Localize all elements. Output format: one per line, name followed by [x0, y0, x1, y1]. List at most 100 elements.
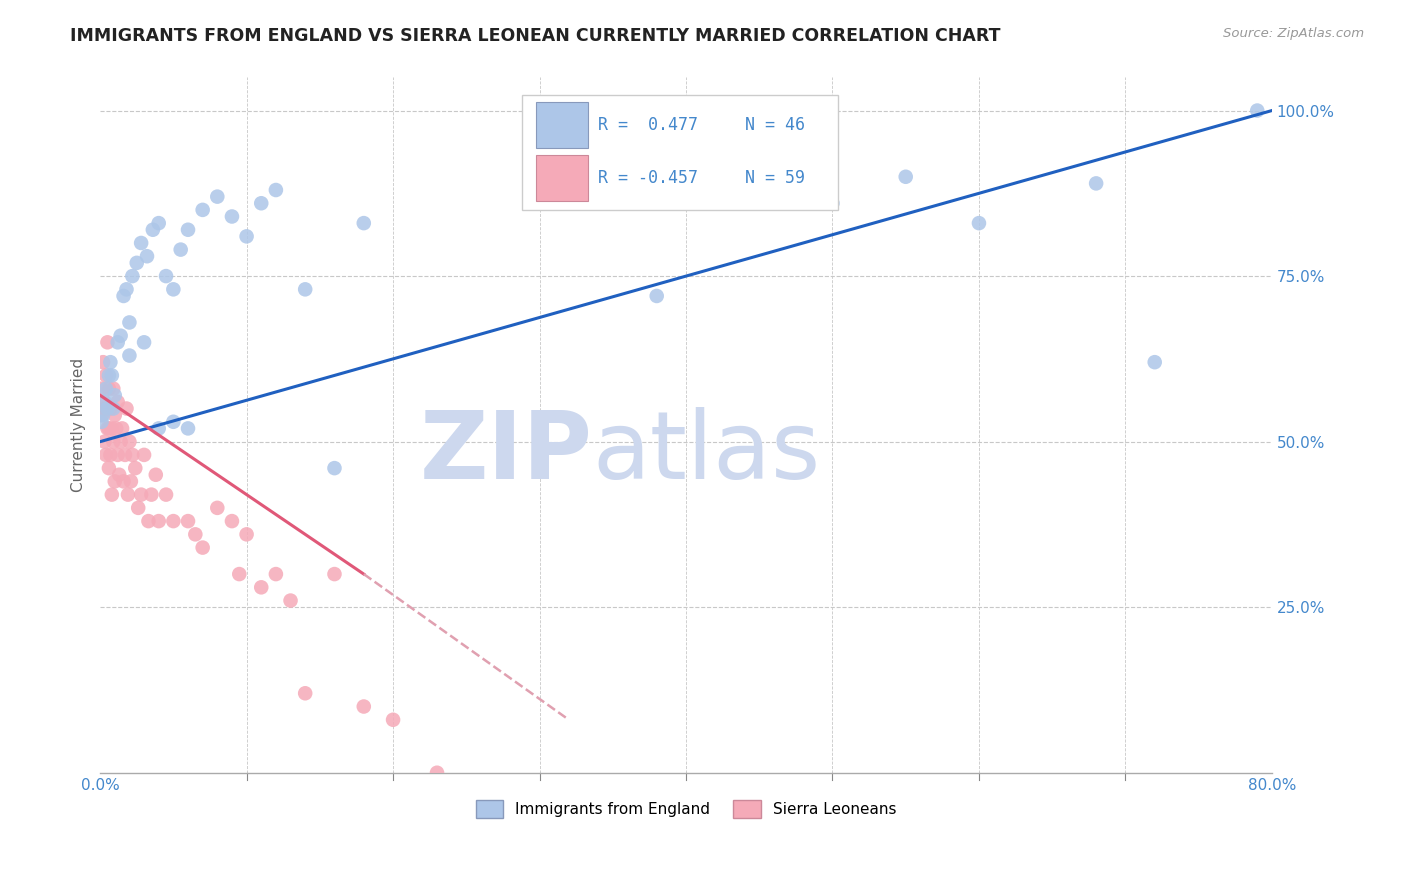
Point — [142, 223, 165, 237]
Point — [132, 335, 155, 350]
Point — [107, 448, 129, 462]
Point — [101, 488, 124, 502]
Point — [138, 514, 160, 528]
Text: ZIP: ZIP — [419, 407, 592, 499]
Point — [110, 328, 132, 343]
Point — [91, 408, 114, 422]
Point — [184, 527, 207, 541]
Point — [111, 421, 134, 435]
Point — [104, 475, 127, 489]
Point — [162, 415, 184, 429]
Point — [235, 229, 257, 244]
Point — [191, 541, 214, 555]
Point — [155, 269, 177, 284]
Point — [294, 686, 316, 700]
Point — [112, 475, 135, 489]
FancyBboxPatch shape — [536, 155, 588, 202]
Point — [353, 699, 375, 714]
Point — [148, 421, 170, 435]
Point — [235, 527, 257, 541]
Point — [103, 382, 125, 396]
Point — [382, 713, 405, 727]
Point — [250, 580, 273, 594]
Point — [967, 216, 990, 230]
Point — [115, 401, 138, 416]
Point — [90, 415, 112, 429]
Point — [894, 169, 917, 184]
Point — [177, 514, 200, 528]
Point — [162, 282, 184, 296]
Point — [129, 488, 152, 502]
Point — [294, 282, 316, 296]
Point — [1085, 177, 1108, 191]
Point — [97, 421, 120, 435]
Point — [136, 249, 159, 263]
Point — [112, 289, 135, 303]
Legend: Immigrants from England, Sierra Leoneans: Immigrants from England, Sierra Leoneans — [470, 795, 903, 824]
Text: R = -0.457: R = -0.457 — [598, 169, 699, 187]
Point — [90, 382, 112, 396]
Point — [821, 196, 844, 211]
Point — [107, 395, 129, 409]
Point — [177, 421, 200, 435]
Point — [117, 488, 139, 502]
Point — [132, 448, 155, 462]
Text: N = 59: N = 59 — [745, 169, 804, 187]
Text: IMMIGRANTS FROM ENGLAND VS SIERRA LEONEAN CURRENTLY MARRIED CORRELATION CHART: IMMIGRANTS FROM ENGLAND VS SIERRA LEONEA… — [70, 27, 1001, 45]
Point — [107, 335, 129, 350]
Point — [104, 388, 127, 402]
Text: N = 46: N = 46 — [745, 116, 804, 134]
Point — [264, 567, 287, 582]
Point — [96, 401, 118, 416]
FancyBboxPatch shape — [536, 102, 588, 148]
Point — [100, 401, 122, 416]
Point — [121, 269, 143, 284]
Point — [96, 421, 118, 435]
Text: atlas: atlas — [592, 407, 821, 499]
Point — [323, 567, 346, 582]
Point — [118, 349, 141, 363]
Point — [120, 475, 142, 489]
Point — [250, 196, 273, 211]
Point — [97, 382, 120, 396]
Point — [127, 500, 149, 515]
Point — [110, 434, 132, 449]
Point — [191, 202, 214, 217]
Point — [97, 368, 120, 383]
Point — [101, 368, 124, 383]
Point — [94, 448, 117, 462]
Point — [645, 289, 668, 303]
Point — [145, 467, 167, 482]
Point — [221, 514, 243, 528]
Point — [103, 401, 125, 416]
Point — [155, 488, 177, 502]
Point — [148, 514, 170, 528]
Point — [94, 382, 117, 396]
Point — [104, 408, 127, 422]
Point — [221, 210, 243, 224]
Point — [124, 461, 146, 475]
Point — [93, 401, 115, 416]
Point — [93, 395, 115, 409]
Point — [1143, 355, 1166, 369]
Point — [125, 256, 148, 270]
Point — [91, 395, 114, 409]
Text: Source: ZipAtlas.com: Source: ZipAtlas.com — [1223, 27, 1364, 40]
Point — [114, 448, 136, 462]
Text: R =  0.477: R = 0.477 — [598, 116, 699, 134]
Point — [264, 183, 287, 197]
Point — [426, 765, 449, 780]
Point — [118, 434, 141, 449]
Point — [96, 335, 118, 350]
Point — [141, 488, 163, 502]
Point — [108, 467, 131, 482]
Point — [323, 461, 346, 475]
Point — [177, 223, 200, 237]
Point — [90, 408, 112, 422]
Point — [118, 315, 141, 329]
Point — [91, 355, 114, 369]
Point — [148, 216, 170, 230]
Point — [115, 282, 138, 296]
Point — [228, 567, 250, 582]
Point — [93, 434, 115, 449]
